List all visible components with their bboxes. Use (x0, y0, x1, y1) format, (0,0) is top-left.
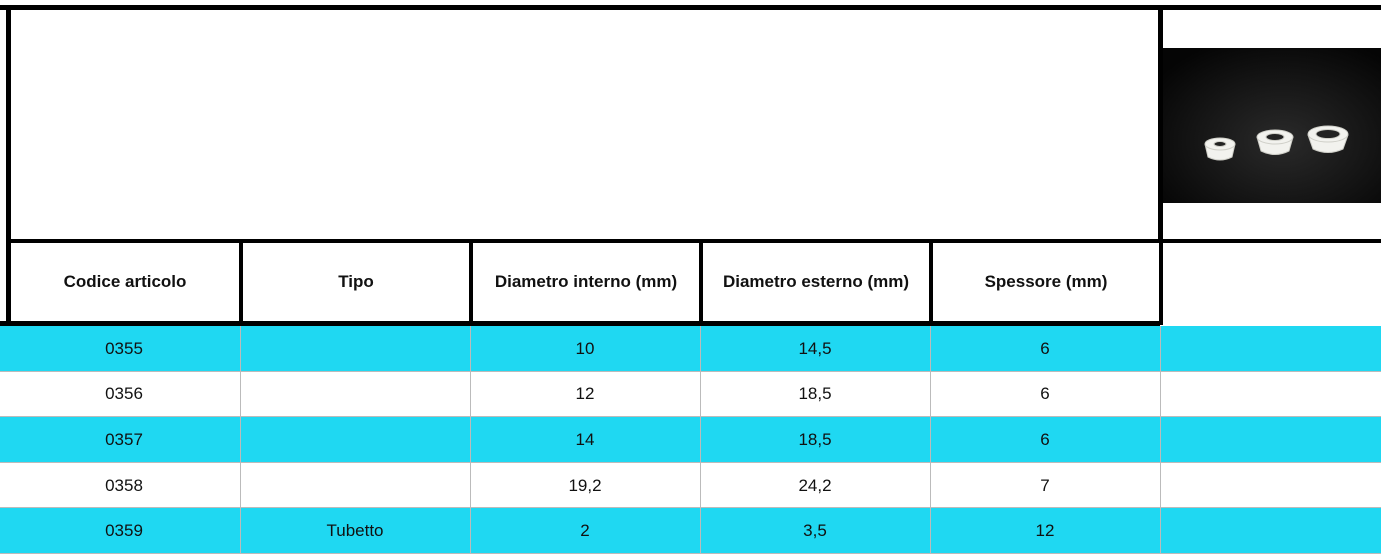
header-divider (1159, 241, 1163, 325)
header-cell: Codice articolo (14, 243, 236, 321)
cell-divider (930, 508, 931, 554)
cell-divider (1160, 508, 1161, 554)
cell-divider (470, 372, 471, 418)
header-divider (929, 241, 933, 325)
cell-divider (240, 372, 241, 418)
cell-divider (700, 417, 701, 463)
cell-divider (240, 508, 241, 554)
header-cell: Tipo (246, 243, 466, 321)
product-image (1163, 48, 1381, 203)
cell-divider (700, 463, 701, 509)
table-cell: 3,5 (700, 508, 930, 554)
table-cell: 6 (930, 326, 1160, 372)
table-cell: 0355 (8, 326, 240, 372)
table-cell: 12 (930, 508, 1160, 554)
header-cell: Spessore (mm) (936, 243, 1156, 321)
cell-divider (700, 326, 701, 372)
cell-divider (700, 372, 701, 418)
cell-divider (1160, 417, 1161, 463)
table-cell: 12 (470, 372, 700, 418)
table-cell: 0359 (8, 508, 240, 554)
table-cell: 6 (930, 417, 1160, 463)
cell-divider (930, 463, 931, 509)
cell-divider (470, 417, 471, 463)
cell-divider (930, 417, 931, 463)
cell-divider (240, 463, 241, 509)
cell-divider (240, 417, 241, 463)
cell-divider (1160, 372, 1161, 418)
cell-divider (930, 372, 931, 418)
table-cell: 18,5 (700, 372, 930, 418)
cell-divider (700, 508, 701, 554)
table-cell: 0358 (8, 463, 240, 509)
table-cell: 19,2 (470, 463, 700, 509)
table-cell: 7 (930, 463, 1160, 509)
cell-divider (1160, 326, 1161, 372)
cell-divider (1160, 463, 1161, 509)
image-art (1163, 48, 1381, 203)
cell-divider (240, 326, 241, 372)
table-cell: 18,5 (700, 417, 930, 463)
table-cell: 0356 (8, 372, 240, 418)
header-divider (239, 241, 243, 325)
table-cell: 10 (470, 326, 700, 372)
header-cell: Diametro interno (mm) (476, 243, 696, 321)
table-cell: 0357 (8, 417, 240, 463)
cell-divider (470, 508, 471, 554)
cell-divider (470, 463, 471, 509)
table-cell: 14,5 (700, 326, 930, 372)
table-cell: 6 (930, 372, 1160, 418)
table-cell: 2 (470, 508, 700, 554)
top-border (0, 5, 1381, 10)
table-cell: 24,2 (700, 463, 930, 509)
header-cell: Diametro esterno (mm) (706, 243, 926, 321)
page: (() => { const data = JSON.parse(documen… (0, 0, 1381, 556)
left-border (6, 5, 11, 325)
cell-divider (930, 326, 931, 372)
header-divider (469, 241, 473, 325)
cell-divider (470, 326, 471, 372)
table-cell: Tubetto (240, 508, 470, 554)
table-cell: 14 (470, 417, 700, 463)
header-divider (699, 241, 703, 325)
